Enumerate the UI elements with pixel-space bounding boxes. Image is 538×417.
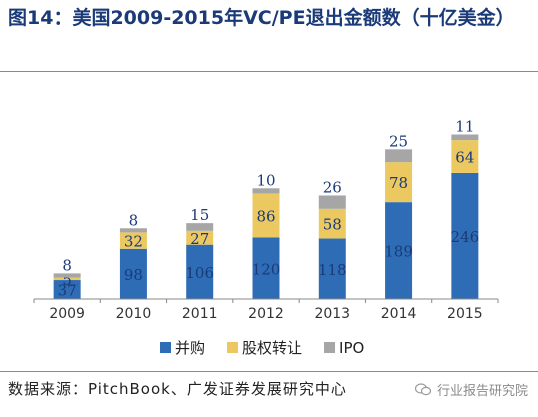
data-label-2013-IPO: 26	[323, 178, 342, 196]
data-label-2014-并购: 189	[384, 243, 413, 261]
bars-layer: 3758983281062715120861011858261897825246…	[53, 117, 480, 300]
data-label-2010-并购: 98	[124, 266, 143, 284]
figure-title: 图14：美国2009-2015年VC/PE退出金额数（十亿美金）	[8, 7, 515, 29]
bar-2013-并购	[318, 238, 346, 299]
data-label-2010-IPO: 8	[129, 211, 139, 229]
stacked-bar-chart: 3758983281062715120861011858261897825246…	[33, 117, 499, 357]
legend-label-IPO: IPO	[339, 339, 364, 357]
legend-swatch-IPO	[324, 342, 336, 353]
x-tick-label-2015: 2015	[447, 306, 483, 322]
bar-2015-IPO	[451, 134, 479, 141]
wechat-icon	[414, 383, 431, 396]
data-label-2010-股权转让: 32	[124, 233, 143, 251]
watermark-text: 行业报告研究院	[436, 384, 528, 399]
bar-2010-IPO	[119, 228, 147, 233]
data-label-2009-股权转让: 5	[62, 271, 72, 289]
data-label-2015-IPO: 11	[455, 117, 474, 135]
bar-2009-并购	[53, 280, 81, 299]
legend-label-股权转让: 股权转让	[242, 339, 302, 357]
data-label-2012-股权转让: 86	[256, 207, 275, 225]
x-tick-label-2011: 2011	[182, 306, 218, 322]
bar-2009-股权转让	[53, 277, 81, 281]
x-axis-ticks: 2009 2010 2011 2012 2013 2014 2015	[33, 299, 499, 322]
watermark: 行业报告研究院	[414, 380, 528, 399]
legend-swatch-股权转让	[227, 342, 239, 353]
bar-2011-IPO	[186, 223, 214, 231]
data-label-2009-并购: 37	[58, 282, 77, 300]
x-tick-label-2012: 2012	[248, 306, 284, 322]
data-label-2014-股权转让: 78	[389, 174, 408, 192]
data-label-2013-并购: 118	[318, 261, 347, 279]
bar-2011-股权转让	[186, 230, 214, 245]
data-label-2011-并购: 106	[185, 264, 214, 282]
bar-2011-并购	[186, 244, 214, 299]
bar-2010-股权转让	[119, 232, 147, 249]
bar-2015-股权转让	[451, 140, 479, 173]
bar-2012-IPO	[252, 188, 280, 194]
bar-2012-并购	[252, 237, 280, 299]
data-label-2014-IPO: 25	[389, 132, 408, 150]
legend-label-并购: 并购	[175, 339, 205, 357]
top-divider	[0, 71, 538, 72]
x-tick-label-2009: 2009	[49, 306, 85, 322]
bar-2013-股权转让	[318, 208, 346, 239]
data-label-2015-并购: 246	[451, 228, 480, 246]
bottom-divider	[0, 371, 538, 372]
data-label-2013-股权转让: 58	[323, 216, 342, 234]
bar-2014-股权转让	[385, 162, 413, 203]
data-label-2012-IPO: 10	[256, 171, 275, 189]
bar-2015-并购	[451, 172, 479, 299]
data-label-2011-IPO: 15	[190, 206, 209, 224]
bar-2009-IPO	[53, 273, 81, 278]
data-label-2011-股权转让: 27	[190, 230, 209, 248]
x-tick-label-2014: 2014	[381, 306, 417, 322]
legend: 并购 股权转让 IPO	[160, 339, 364, 357]
bar-2012-股权转让	[252, 193, 280, 238]
bar-2014-IPO	[385, 149, 413, 163]
data-label-2012-并购: 120	[252, 260, 281, 278]
x-tick-label-2010: 2010	[116, 306, 152, 322]
source-note: 数据来源：PitchBook、广发证券发展研究中心	[8, 380, 347, 398]
x-tick-label-2013: 2013	[314, 306, 350, 322]
bar-2013-IPO	[318, 195, 346, 209]
bar-2010-并购	[119, 248, 147, 299]
data-label-2009-IPO: 8	[62, 256, 72, 274]
bar-2014-并购	[385, 202, 413, 299]
legend-swatch-并购	[160, 342, 171, 353]
data-label-2015-股权转让: 64	[455, 149, 474, 167]
